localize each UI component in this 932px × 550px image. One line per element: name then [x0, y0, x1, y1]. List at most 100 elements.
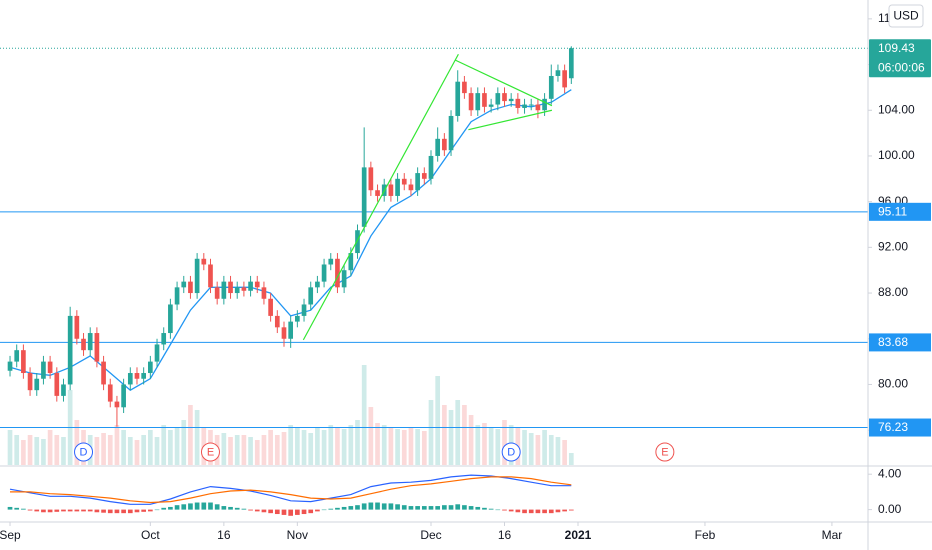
candle-body — [482, 93, 487, 107]
price-layer — [0, 46, 868, 516]
volume-bar — [522, 430, 527, 465]
candle-body — [568, 48, 574, 79]
candle-body — [321, 264, 327, 282]
x-tick-label: 16 — [498, 528, 512, 542]
macd-histogram-bar — [268, 509, 273, 514]
volume-bar — [221, 433, 227, 465]
candle-body — [555, 70, 561, 76]
macd-histogram-bar — [321, 509, 327, 511]
candle-body — [101, 361, 106, 385]
volume-bar — [328, 425, 334, 465]
candle-body — [148, 361, 153, 374]
macd-histogram-bar — [308, 509, 314, 514]
candle-body — [562, 70, 567, 88]
volume-bar — [488, 427, 494, 465]
candle-body — [408, 184, 414, 191]
macd-histogram-bar — [361, 503, 367, 510]
macd-histogram-bar — [435, 506, 441, 510]
candle-body — [488, 104, 494, 107]
currency: USD — [893, 9, 919, 23]
volume-bar — [134, 440, 140, 465]
volume-bar — [555, 437, 561, 465]
macd-histogram-bar — [34, 509, 40, 512]
candle-body — [81, 338, 86, 351]
y-tick-label: 104.00 — [878, 102, 915, 116]
macd-histogram-bar — [522, 509, 527, 514]
candle-body — [468, 93, 474, 111]
macd-tick-label: 4.00 — [878, 466, 902, 480]
volume-bar — [7, 430, 13, 465]
macd-histogram-bar — [288, 509, 294, 516]
candle-body — [54, 373, 60, 396]
candle-body — [495, 93, 501, 105]
macd-histogram-bar — [127, 509, 133, 514]
macd-histogram-bar — [234, 507, 240, 510]
candle-body — [335, 258, 340, 288]
candle-body — [87, 333, 93, 351]
macd-histogram-bar — [107, 509, 113, 514]
macd-histogram-bar — [462, 505, 467, 510]
volume-bar — [542, 430, 547, 465]
volume-bar — [168, 430, 173, 465]
volume-bar — [127, 437, 133, 465]
volume-bar — [161, 425, 167, 465]
event-marker — [74, 442, 94, 462]
macd-tick-label: 0.00 — [878, 502, 902, 516]
volume-bar — [462, 405, 467, 465]
macd-histogram-bar — [341, 506, 347, 510]
candle-body — [221, 281, 227, 299]
event-marker — [200, 442, 220, 462]
candle-body — [94, 333, 100, 362]
candle-body — [194, 258, 200, 294]
price-line-label: 95.11 — [878, 204, 907, 218]
volume-bar — [101, 433, 106, 465]
currency-box — [888, 4, 924, 28]
volume-bar — [274, 435, 280, 465]
candle-body — [274, 315, 280, 328]
volume-bar — [315, 427, 320, 465]
candle-body — [475, 93, 481, 111]
candle-body — [502, 93, 507, 102]
macd-histogram-bar — [54, 509, 60, 512]
volume-bar — [381, 425, 387, 465]
macd-histogram-bar — [508, 509, 514, 512]
x-tick-label: Mar — [822, 528, 843, 542]
candle-body — [435, 138, 441, 156]
macd-histogram-bar — [542, 509, 547, 514]
candle-body — [341, 270, 347, 288]
price-line-label-box — [869, 202, 931, 221]
candle-body — [375, 190, 380, 196]
macd-histogram-bar — [221, 506, 227, 510]
event-label: D — [80, 446, 88, 458]
volume-bar — [34, 437, 40, 465]
volume-bar — [188, 405, 193, 465]
macd-histogram-bar — [27, 509, 33, 511]
macd-histogram-bar — [562, 509, 567, 512]
price-line-label: 83.68 — [878, 335, 908, 349]
volume-bar — [502, 420, 507, 465]
candle-body — [368, 167, 374, 191]
candle-body — [301, 304, 307, 316]
volume-bar — [401, 430, 407, 465]
candle-body — [174, 287, 180, 305]
macd-histogram-bar — [375, 502, 380, 510]
volume-bar — [355, 420, 360, 465]
macd-histogram-bar — [368, 502, 374, 510]
macd-histogram-bar — [7, 506, 13, 510]
volume-bar — [528, 433, 534, 465]
macd-histogram-bar — [401, 505, 407, 510]
candle-body — [14, 350, 20, 362]
volume-bar — [228, 437, 233, 465]
candle-body — [67, 315, 73, 385]
macd-histogram-bar — [208, 502, 213, 510]
volume-bar — [14, 435, 20, 465]
last-price-box — [869, 39, 931, 78]
macd-histogram-bar — [301, 509, 307, 515]
candle-body — [295, 315, 300, 322]
macd-histogram-bar — [448, 505, 454, 510]
macd-histogram-bar — [535, 509, 541, 514]
candle-body — [415, 173, 420, 191]
candle-body — [261, 287, 267, 299]
macd-histogram-bar — [328, 508, 334, 510]
